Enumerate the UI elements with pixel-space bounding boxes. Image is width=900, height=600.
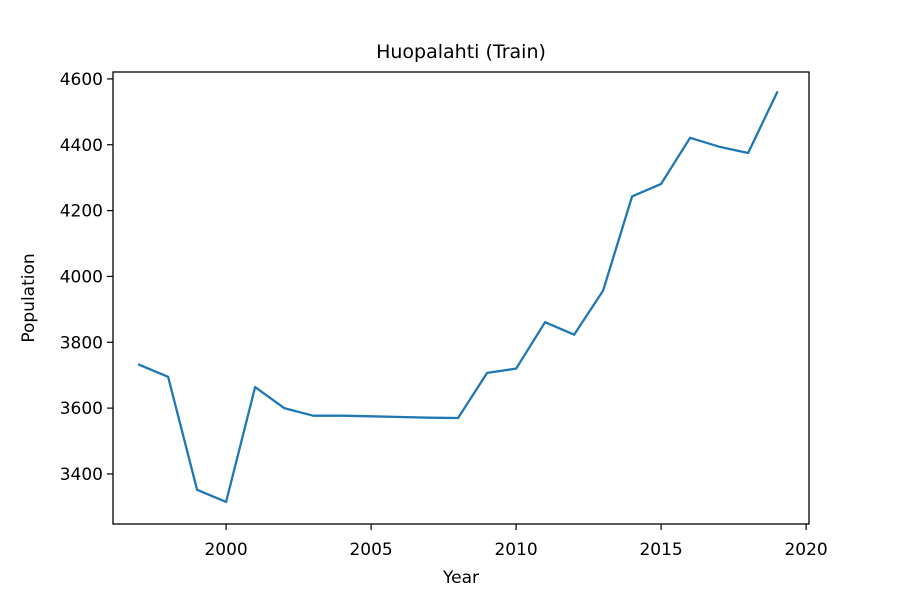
y-tick-label: 3800 [60, 333, 103, 353]
x-tick-label: 2005 [349, 540, 392, 560]
y-tick-label: 4600 [60, 70, 103, 90]
x-tick-label: 2000 [204, 540, 247, 560]
axes-frame [112, 71, 810, 525]
y-tick-label: 3600 [60, 399, 103, 419]
chart-title: Huopalahti (Train) [376, 41, 546, 63]
y-tick-label: 4000 [60, 267, 103, 287]
y-tick-label: 4200 [60, 202, 103, 222]
x-tick-label: 2020 [784, 540, 827, 560]
y-tick-label: 4400 [60, 136, 103, 156]
y-tick-label: 3400 [60, 465, 103, 485]
x-tick-label: 2015 [639, 540, 682, 560]
population-line [137, 90, 779, 504]
x-tick-label: 2010 [494, 540, 537, 560]
x-axis-label: Year [442, 568, 479, 588]
y-axis-label: Population [19, 253, 39, 342]
plot-area: 2000 2005 2010 2015 2020 3400 3600 3800 4000 4200… [60, 70, 828, 560]
